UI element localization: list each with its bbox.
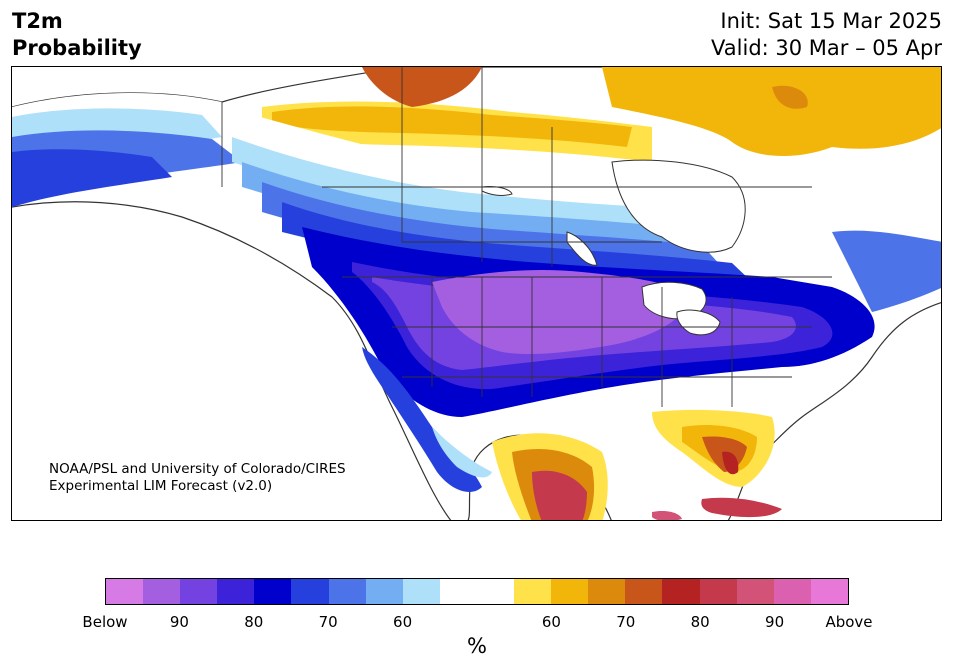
colorbar-segment: [551, 579, 589, 604]
colorbar-tick-label: 90: [169, 613, 189, 631]
colorbar-segment: [328, 579, 366, 604]
colorbar-segment: [662, 579, 700, 604]
colorbar-tick-label: 60: [393, 613, 413, 631]
colorbar-segment: [180, 579, 218, 604]
colorbar-segment: [625, 579, 663, 604]
colorbar-tick-label: 60: [541, 613, 561, 631]
credit-text: NOAA/PSL and University of Colorado/CIRE…: [49, 461, 346, 495]
colorbar-tick-label: 80: [244, 613, 264, 631]
colorbar-segment: [291, 579, 329, 604]
credit-line-2: Experimental LIM Forecast (v2.0): [49, 478, 273, 494]
colorbar-segment: [217, 579, 255, 604]
colorbar-tick-label: 80: [690, 613, 710, 631]
colorbar-tick-label: 70: [616, 613, 636, 631]
colorbar-tick-label: 70: [318, 613, 338, 631]
forecast-map: [11, 66, 942, 521]
title-variable: T2m: [12, 9, 63, 33]
colorbar-segment: [736, 579, 774, 604]
colorbar-segment: [773, 579, 811, 604]
map-title: T2m Probability: [12, 8, 142, 62]
colorbar-segment: [588, 579, 626, 604]
colorbar-segment: [514, 579, 552, 604]
colorbar-segment: [254, 579, 292, 604]
colorbar-tick-label: Below: [82, 613, 128, 631]
probability-shading: [12, 67, 941, 520]
water-bodies: [481, 159, 746, 336]
colorbar-segment: [106, 579, 144, 604]
colorbar-segment: [143, 579, 181, 604]
probability-colorbar: [105, 578, 849, 605]
colorbar-segment: [402, 579, 440, 604]
colorbar-segment: [365, 579, 403, 604]
credit-line-1: NOAA/PSL and University of Colorado/CIRE…: [49, 461, 346, 477]
valid-period: Valid: 30 Mar – 05 Apr: [711, 36, 942, 60]
boundaries: [221, 67, 832, 407]
forecast-dates: Init: Sat 15 Mar 2025 Valid: 30 Mar – 05…: [711, 8, 942, 62]
colorbar-tick-label: Above: [825, 613, 873, 631]
probability-map-graphic: [12, 67, 941, 520]
colorbar-segment: [476, 579, 515, 604]
colorbar-unit: %: [467, 634, 487, 658]
colorbar-segment: [699, 579, 737, 604]
init-date: Init: Sat 15 Mar 2025: [720, 9, 942, 33]
colorbar-tick-label: 90: [765, 613, 785, 631]
colorbar-segment: [439, 579, 477, 604]
title-product: Probability: [12, 36, 142, 60]
colorbar-segment: [810, 579, 848, 604]
